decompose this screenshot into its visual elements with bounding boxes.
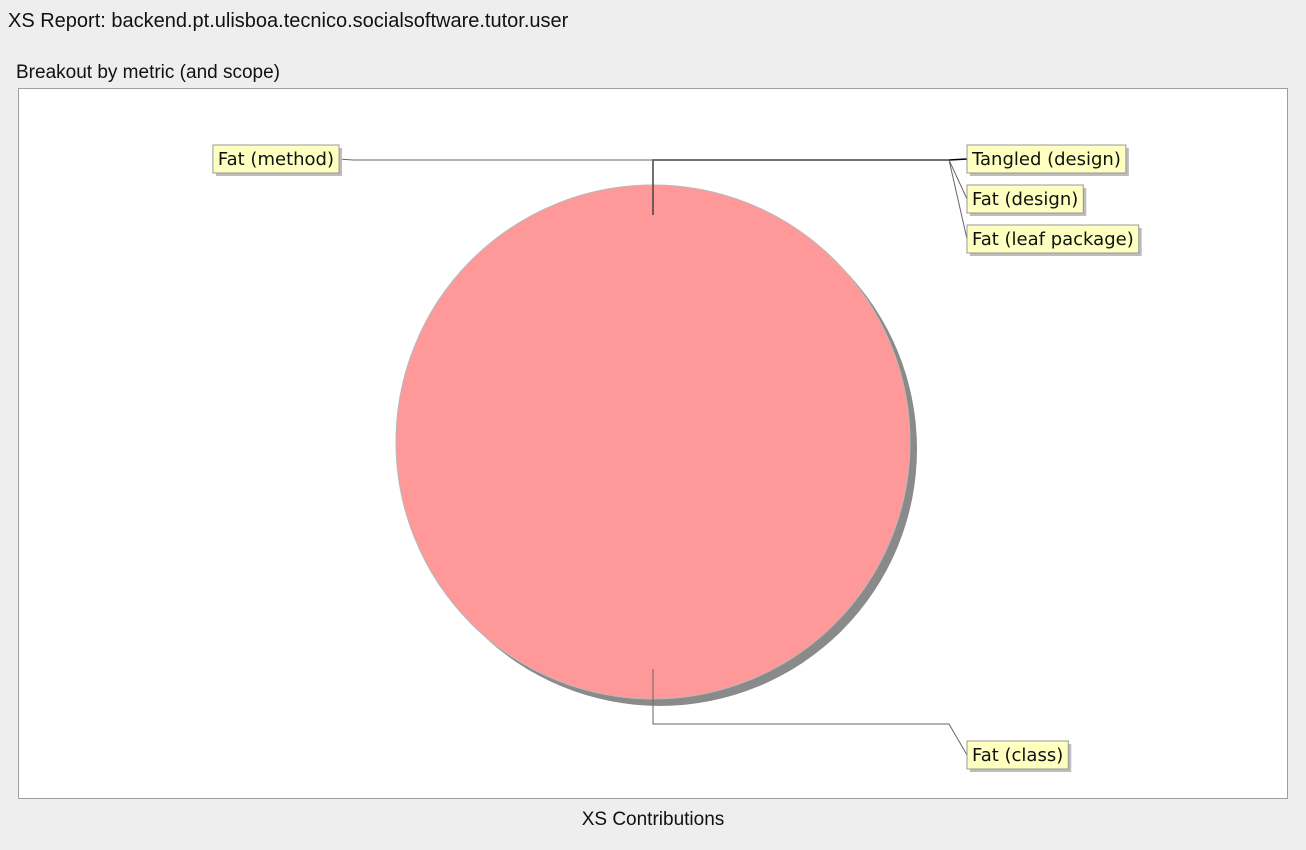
chart-caption: XS Contributions bbox=[581, 809, 725, 830]
panel-title: Breakout by metric (and scope) bbox=[16, 62, 281, 83]
pie-slice-fat-class bbox=[395, 184, 911, 700]
slice-label-tangled-design: Tangled (design) bbox=[971, 149, 1121, 170]
slice-label-fat-design: Fat (design) bbox=[972, 189, 1078, 210]
slice-label-box-fat-design bbox=[966, 184, 1084, 214]
slice-label-fat-class: Fat (class) bbox=[972, 745, 1063, 766]
leader-line-fat-method bbox=[338, 158, 654, 215]
chart-area: Tangled (design) Fat (design) Fat (leaf pa… bbox=[18, 88, 1288, 799]
report-title: XS Report: backend.pt.ulisboa.tecnico.so… bbox=[8, 10, 569, 32]
slice-label-fat-leaf-package: Fat (leaf package) bbox=[972, 229, 1134, 250]
pie-chart: Tangled (design) Fat (design) Fat (leaf pa… bbox=[212, 144, 1142, 772]
slice-label-box-tangled-design bbox=[966, 144, 1127, 174]
slice-label-box-fat-leaf-package bbox=[966, 224, 1140, 254]
slice-label-box-fat-class bbox=[966, 740, 1069, 770]
leader-line-fat-class bbox=[652, 669, 968, 756]
slice-label-box-fat-method bbox=[212, 144, 340, 174]
slice-label-fat-method: Fat (method) bbox=[218, 149, 334, 170]
